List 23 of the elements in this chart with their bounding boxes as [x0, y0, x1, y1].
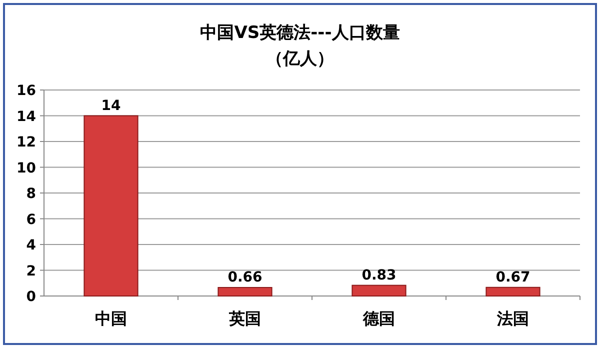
y-tick-label: 14 [16, 108, 36, 125]
bar [218, 287, 272, 296]
bar [352, 284, 406, 296]
y-tick-label: 8 [26, 186, 36, 202]
data-label: 0.66 [228, 270, 262, 286]
y-tick-label: 0 [26, 289, 36, 305]
y-tick-label: 12 [16, 134, 36, 150]
y-tick-label: 6 [26, 212, 36, 228]
y-tick-label: 16 [16, 83, 36, 99]
chart-subtitle: （亿人） [266, 49, 334, 69]
bar [486, 286, 540, 296]
data-label: 14 [101, 98, 121, 114]
x-tick-label: 德国 [362, 309, 395, 328]
y-tick-label: 2 [26, 263, 36, 280]
x-tick-label: 法国 [496, 309, 529, 328]
chart-title: 中国VS英德法---人口数量 [200, 23, 400, 43]
data-label: 0.67 [496, 269, 530, 286]
x-tick-label: 英国 [228, 309, 261, 328]
y-tick-label: 4 [26, 238, 36, 254]
y-tick-label: 10 [16, 160, 36, 176]
data-label: 0.83 [362, 267, 396, 284]
bar [84, 115, 138, 296]
x-tick-label: 中国 [95, 309, 127, 328]
